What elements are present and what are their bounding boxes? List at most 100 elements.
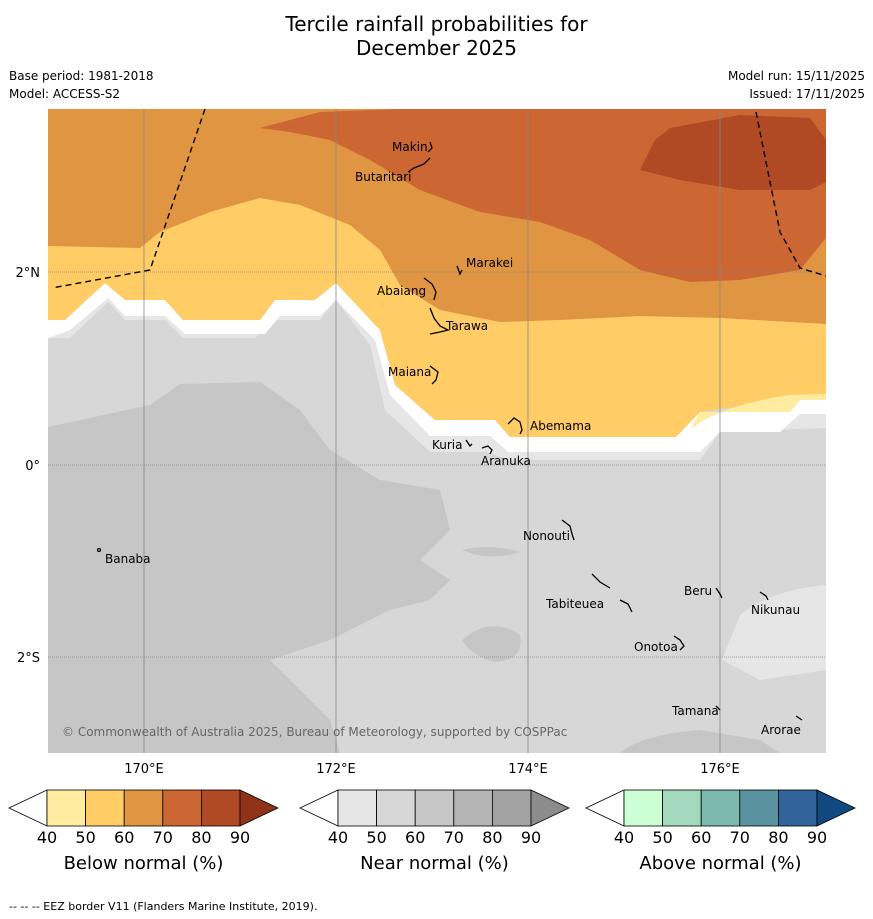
colorbar-1-bin-1 xyxy=(376,789,416,827)
colorbar-2-bin-1 xyxy=(662,789,702,827)
label-tabiteuea: Tabiteuea xyxy=(545,597,604,611)
near-normal-50-band xyxy=(48,295,826,460)
below-normal-90-region xyxy=(640,115,826,190)
colorbar-0-bin-1 xyxy=(85,789,125,827)
colorbar-2-tick: 90 xyxy=(806,828,828,847)
island-tabiteuea xyxy=(591,573,633,613)
label-abemama: Abemama xyxy=(530,419,591,433)
label-aranuka: Aranuka xyxy=(481,454,531,468)
below-normal-50-region xyxy=(690,394,826,430)
near-normal-70-patch xyxy=(620,730,780,753)
colorbar-0-tick: 80 xyxy=(191,828,212,847)
colorbar-1-tick: 80 xyxy=(482,828,503,847)
colorbar-1-tick: 50 xyxy=(366,828,387,847)
label-beru: Beru xyxy=(684,584,712,598)
island-outlines xyxy=(96,141,803,721)
label-abaiang: Abaiang xyxy=(377,284,426,298)
island-aranuka xyxy=(481,445,493,455)
eez-border-west xyxy=(51,109,206,289)
eez-border xyxy=(51,109,826,289)
colorbar-0-bin-4 xyxy=(200,789,241,827)
island-banaba xyxy=(96,547,102,553)
island-tamana xyxy=(715,705,721,711)
place-labels: Makin Butaritari Marakei Abaiang Tarawa … xyxy=(105,140,801,737)
label-tarawa: Tarawa xyxy=(445,319,488,333)
colorbar-0-tick: 40 xyxy=(36,828,58,847)
colorbar-1-tick: 40 xyxy=(327,828,349,847)
map-fields: Makin Butaritari Marakei Abaiang Tarawa … xyxy=(48,109,826,753)
label-banaba: Banaba xyxy=(105,552,151,566)
island-makin-butaritari xyxy=(407,141,433,173)
colorbar-1-title: Near normal (%) xyxy=(360,853,509,874)
label-nonouti: Nonouti xyxy=(523,529,570,543)
near-normal-70-region xyxy=(48,382,450,753)
model-run: Model run: 15/11/2025 xyxy=(727,69,865,83)
colorbar-2-low-extension xyxy=(585,789,625,827)
issued-date: Issued: 17/11/2025 xyxy=(749,87,865,101)
base-period: Base period: 1981-2018 xyxy=(9,69,154,83)
title-line-1: Tercile rainfall probabilities for xyxy=(285,12,588,36)
colorbar-0-tick: 90 xyxy=(229,828,251,847)
colorbar-group xyxy=(8,789,856,827)
label-tamana: Tamana xyxy=(671,704,719,718)
eez-border-east xyxy=(755,111,826,277)
colorbar-2-tick: 50 xyxy=(652,828,673,847)
meta-right: Model run: 15/11/2025 Issued: 17/11/2025 xyxy=(728,67,865,103)
lon-label-174: 174°E xyxy=(508,762,548,777)
colorbar-1-tick: 60 xyxy=(405,828,426,847)
island-nonouti xyxy=(561,519,575,541)
colorbar-1-bin-2 xyxy=(414,789,455,827)
title-line-2: December 2025 xyxy=(356,36,517,60)
colorbar-2-tick: 60 xyxy=(691,828,712,847)
label-butaritari: Butaritari xyxy=(355,170,412,184)
colorbar-2-bin-3 xyxy=(739,789,779,827)
colorbar-1-bin-4 xyxy=(491,789,532,827)
colorbar-2-tick: 80 xyxy=(768,828,789,847)
colorbar-2-title: Above normal (%) xyxy=(639,853,802,874)
near-normal-70-patch xyxy=(462,626,521,662)
label-makin: Makin xyxy=(392,140,428,154)
island-onotoa xyxy=(673,635,685,651)
label-marakei: Marakei xyxy=(466,256,513,270)
model-name: Model: ACCESS-S2 xyxy=(9,87,121,101)
label-onotoa: Onotoa xyxy=(634,640,678,654)
island-nikunau xyxy=(759,591,769,601)
colorbar-0-tick: 70 xyxy=(152,828,173,847)
near-normal-50-region xyxy=(722,585,826,680)
colorbar-2-bin-4 xyxy=(778,789,818,827)
colorbar-0-high-extension xyxy=(239,789,279,827)
lon-label-176: 176°E xyxy=(700,762,740,777)
lon-label-172: 172°E xyxy=(316,762,356,777)
colorbar-2-high-extension xyxy=(816,789,856,827)
island-abemama xyxy=(507,417,523,435)
colorbar-2-tick: 40 xyxy=(613,828,635,847)
label-arorae: Arorae xyxy=(761,723,801,737)
colorbar-1-high-extension xyxy=(530,789,570,827)
axis-labels: 2°N 0° 2°S 170°E 172°E 174°E 176°E xyxy=(16,266,740,777)
meta-left: Base period: 1981-2018 Model: ACCESS-S2 xyxy=(9,67,154,103)
island-marakei xyxy=(456,265,463,276)
colorbar-0-tick: 60 xyxy=(114,828,135,847)
colorbar-1-tick: 70 xyxy=(443,828,464,847)
island-tarawa xyxy=(429,307,450,335)
colorbar-1-tick: 90 xyxy=(520,828,542,847)
near-normal-70-patch xyxy=(462,546,520,557)
label-maiana: Maiana xyxy=(388,365,431,379)
island-arorae xyxy=(795,715,803,721)
colorbar-0-tick: 50 xyxy=(75,828,96,847)
colorbar-1-bin-3 xyxy=(453,789,493,827)
graticule xyxy=(48,109,826,753)
colorbar-2-bin-0 xyxy=(623,789,663,827)
lon-label-170: 170°E xyxy=(124,762,164,777)
colorbar-0-title: Below normal (%) xyxy=(63,853,224,874)
footer-note: -- -- -- EEZ border V11 (Flanders Marine… xyxy=(9,900,318,913)
copyright-text: © Commonwealth of Australia 2025, Bureau… xyxy=(62,725,567,739)
colorbar-0-bin-2 xyxy=(123,789,164,827)
colorbar-0-bin-0 xyxy=(46,789,86,827)
colorbar-1-low-extension xyxy=(299,789,339,827)
white-buffer-band xyxy=(48,283,826,452)
colorbar-0-low-extension xyxy=(8,789,48,827)
island-kuria xyxy=(465,439,473,448)
island-abaiang xyxy=(423,277,437,301)
